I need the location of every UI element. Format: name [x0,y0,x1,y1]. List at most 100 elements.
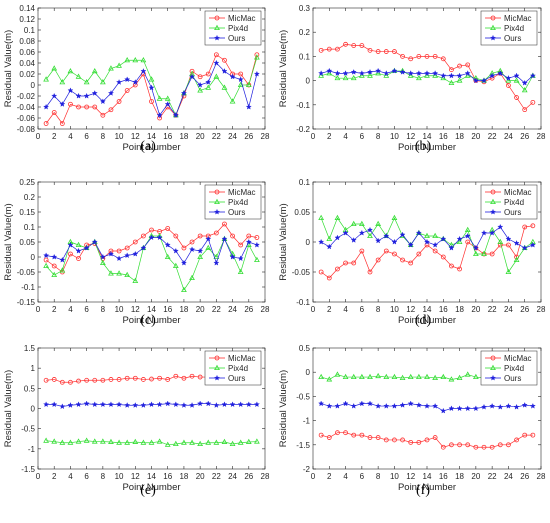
y-axis-label: Residual Value(m) [278,30,289,107]
data-point-micmac [465,442,471,448]
legend-marker-micmac [214,15,220,21]
data-point-pix4d [140,439,147,445]
data-point-ours [318,70,325,76]
data-point-ours [440,407,447,414]
data-point-ours [124,252,131,259]
data-point-micmac [359,43,365,48]
data-point-ours [358,229,365,236]
data-point-micmac [76,378,81,384]
legend-label-ours: Ours [504,208,521,217]
data-point-pix4d [472,373,479,380]
data-point-micmac [238,242,244,248]
data-point-ours [221,68,228,74]
data-point-ours [415,70,422,76]
data-point-pix4d [358,220,365,227]
data-point-micmac [84,104,90,110]
data-point-micmac [43,377,49,383]
data-point-ours [334,70,341,76]
x-tick-label: 20 [471,305,480,314]
data-point-ours [383,70,390,76]
y-tick-label: 0.04 [19,59,35,68]
data-point-ours [529,72,536,79]
x-tick-label: 26 [520,305,529,314]
data-point-micmac [108,107,114,113]
data-point-pix4d [75,438,82,444]
data-point-micmac [318,269,324,275]
x-tick-label: 28 [537,132,546,141]
data-point-ours [245,238,252,245]
data-point-pix4d [91,68,98,74]
data-point-pix4d [67,439,74,445]
data-point-ours [229,73,236,80]
series-line-micmac [321,43,534,111]
data-point-ours [132,79,139,85]
series-line-pix4d [320,217,534,273]
data-point-ours [148,401,155,408]
x-tick-label: 14 [423,305,432,314]
legend-marker-ours [489,34,497,41]
x-tick-label: 26 [244,132,253,141]
data-point-micmac [149,227,154,233]
data-point-ours [399,68,406,75]
data-point-ours [423,402,431,409]
legend-marker-ours [489,208,497,215]
data-point-micmac [392,437,397,443]
data-point-pix4d [221,84,228,90]
data-point-ours [375,237,382,244]
series-pix4d [43,437,260,447]
data-point-micmac [449,442,454,448]
data-point-pix4d [367,373,373,380]
data-point-ours [432,241,439,248]
data-point-ours [205,400,212,407]
x-tick-label: 8 [101,132,106,141]
series-ours [43,59,260,118]
data-point-micmac [506,242,511,248]
data-point-pix4d [391,214,398,221]
series-line-pix4d [321,70,534,91]
data-point-ours [350,402,357,409]
data-point-pix4d [75,73,82,79]
x-tick-label: 6 [360,305,365,314]
data-point-ours [59,101,66,107]
data-point-ours [366,226,374,233]
x-axis-label: Point Number [398,315,456,326]
data-point-micmac [116,99,122,104]
data-point-pix4d [108,438,114,444]
data-point-micmac [157,375,163,381]
y-tick-label: 0 [306,368,311,377]
data-point-micmac [432,435,438,440]
data-point-ours [366,68,374,75]
data-point-micmac [367,435,373,440]
y-tick-label: 1.5 [24,344,36,353]
x-tick-label: 28 [537,472,546,481]
data-point-pix4d [132,277,139,284]
data-point-ours [489,402,496,409]
data-point-ours [513,72,520,79]
legend-marker-micmac [490,189,496,195]
data-point-pix4d [99,259,106,266]
data-point-micmac [335,430,340,436]
data-point-ours [342,400,349,407]
data-point-ours [67,87,74,94]
data-point-micmac [530,223,536,229]
y-tick-label: -1 [28,445,36,454]
data-point-pix4d [43,437,49,443]
data-point-ours [107,401,114,408]
data-point-micmac [68,101,73,107]
legend-marker-micmac [214,189,220,195]
y-tick-label: 0.14 [19,4,35,13]
y-tick-label: 0.05 [19,238,35,247]
data-point-pix4d [254,438,260,444]
x-tick-label: 8 [101,472,106,481]
data-point-micmac [449,263,454,269]
data-point-micmac [132,375,138,381]
x-axis-label: Point Number [122,482,180,493]
x-tick-label: 0 [311,132,316,141]
data-point-ours [497,403,504,410]
data-point-pix4d [464,371,471,377]
data-point-pix4d [221,438,228,444]
data-point-ours [213,259,220,266]
data-point-pix4d [391,373,398,380]
